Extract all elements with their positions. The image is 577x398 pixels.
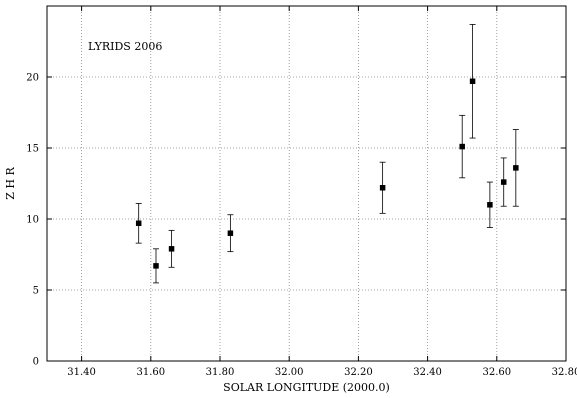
- data-points: [135, 24, 519, 284]
- y-axis-ticks: 0 5 10 15 20: [26, 73, 566, 368]
- x-tick-label: 31.40: [67, 367, 96, 378]
- data-point: [135, 202, 142, 244]
- x-tick-label: 32.80: [552, 367, 577, 378]
- data-point: [486, 181, 493, 228]
- square-marker: [459, 143, 465, 150]
- y-axis-label: Z H R: [4, 167, 17, 200]
- data-point: [152, 248, 159, 284]
- square-marker: [487, 202, 493, 208]
- square-marker: [513, 165, 519, 171]
- square-marker: [135, 220, 142, 227]
- data-point: [512, 129, 519, 207]
- data-point: [500, 157, 507, 207]
- y-tick-label: 5: [33, 286, 39, 297]
- data-point: [469, 24, 476, 139]
- x-tick-label: 32.60: [482, 367, 511, 378]
- x-tick-label: 31.80: [206, 367, 235, 378]
- data-point: [459, 114, 466, 179]
- y-tick-label: 15: [26, 144, 39, 155]
- x-axis-label: SOLAR LONGITUDE (2000.0): [223, 381, 390, 394]
- square-marker: [469, 78, 476, 85]
- x-tick-label: 32.00: [275, 367, 304, 378]
- grid-lines: [47, 6, 566, 361]
- data-point: [379, 161, 386, 214]
- square-marker: [500, 179, 507, 185]
- square-marker: [227, 230, 234, 236]
- plot-frame: [46, 5, 567, 362]
- data-point: [168, 229, 175, 268]
- x-axis-ticks: 31.40 31.60 31.80 32.00 32.20 32.40 32.60 32.80: [67, 6, 577, 378]
- x-tick-label: 32.40: [413, 367, 442, 378]
- x-tick-label: 31.60: [136, 367, 165, 378]
- data-point: [227, 214, 234, 253]
- chart-annotation: LYRIDS 2006: [88, 40, 162, 53]
- y-tick-label: 20: [26, 73, 39, 84]
- square-marker: [379, 185, 386, 191]
- y-tick-label: 0: [33, 357, 39, 368]
- y-tick-label: 10: [26, 215, 39, 226]
- x-tick-label: 32.20: [344, 367, 373, 378]
- square-marker: [168, 246, 175, 252]
- square-marker: [153, 263, 159, 269]
